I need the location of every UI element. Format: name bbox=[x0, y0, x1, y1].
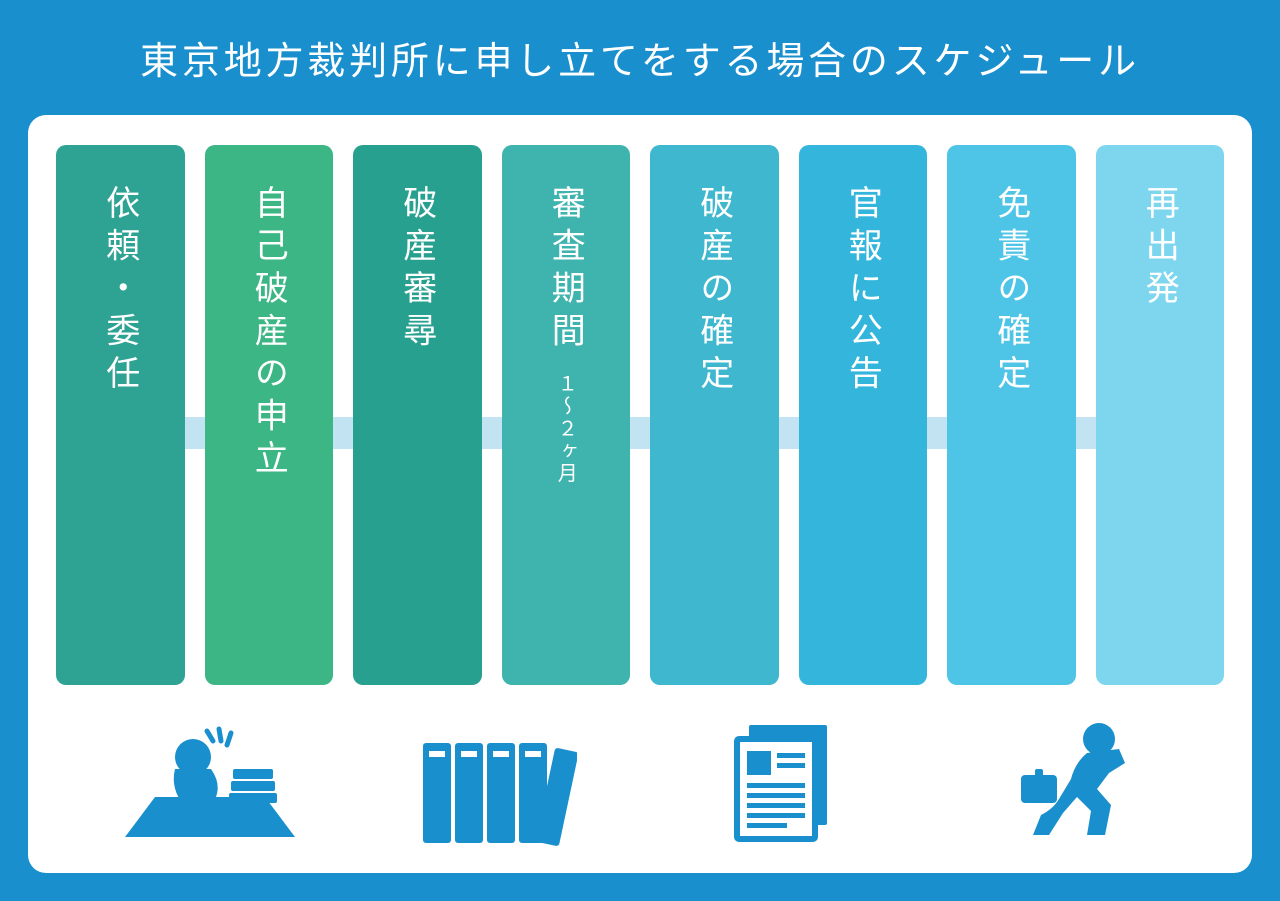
step-restart: 再出発 bbox=[1096, 145, 1225, 685]
running-person-icon bbox=[991, 719, 1151, 849]
step-label: 審査期間 bbox=[541, 185, 590, 355]
step-label: 自己破産の申立 bbox=[244, 185, 293, 483]
steps-row: 依頼・委任 自己破産の申立 破産審尋 審査期間 １〜２ヶ月 破産の確定 官報に公告… bbox=[56, 145, 1224, 685]
icon-slot bbox=[927, 719, 1214, 849]
step-hearing: 破産審尋 bbox=[353, 145, 482, 685]
step-review: 審査期間 １〜２ヶ月 bbox=[502, 145, 631, 685]
step-label: 依頼・委任 bbox=[96, 185, 145, 398]
step-label: 破産の確定 bbox=[690, 185, 739, 398]
books-icon bbox=[417, 729, 577, 849]
icon-slot bbox=[640, 719, 927, 849]
step-label: 免責の確定 bbox=[987, 185, 1036, 398]
page-title: 東京地方裁判所に申し立てをする場合のスケジュール bbox=[28, 30, 1252, 85]
icons-row bbox=[56, 709, 1224, 849]
step-file: 自己破産の申立 bbox=[205, 145, 334, 685]
step-label: 破産審尋 bbox=[393, 185, 442, 355]
step-gazette: 官報に公告 bbox=[799, 145, 928, 685]
schedule-panel: 依頼・委任 自己破産の申立 破産審尋 審査期間 １〜２ヶ月 破産の確定 官報に公告… bbox=[28, 115, 1252, 873]
step-discharge: 免責の確定 bbox=[947, 145, 1076, 685]
step-label: 官報に公告 bbox=[838, 185, 887, 398]
icon-slot bbox=[353, 729, 640, 849]
icon-slot bbox=[66, 719, 353, 849]
step-label: 再出発 bbox=[1135, 185, 1184, 313]
stressed-person-icon bbox=[115, 719, 305, 849]
step-bankruptcy: 破産の確定 bbox=[650, 145, 779, 685]
step-sublabel: １〜２ヶ月 bbox=[551, 373, 580, 485]
infographic-root: 東京地方裁判所に申し立てをする場合のスケジュール 依頼・委任 自己破産の申立 破… bbox=[0, 0, 1280, 901]
document-icon bbox=[719, 719, 849, 849]
step-request: 依頼・委任 bbox=[56, 145, 185, 685]
